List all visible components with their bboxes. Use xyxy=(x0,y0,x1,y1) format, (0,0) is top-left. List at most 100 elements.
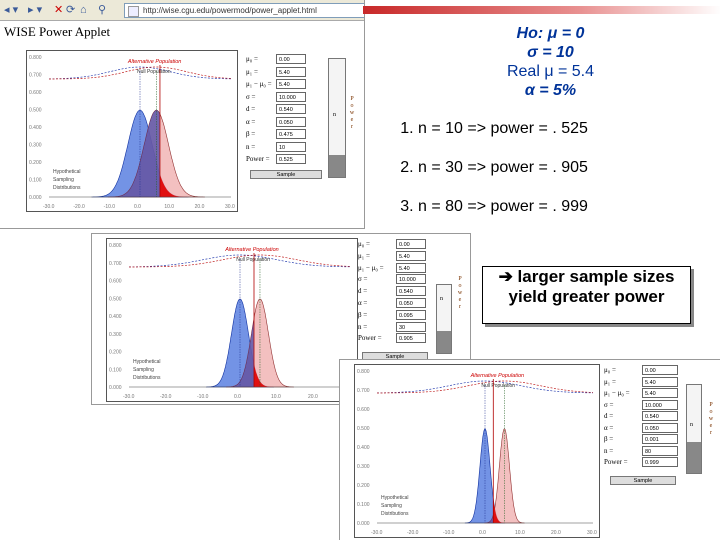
applet-screenshot-n10: ◂ ▾ ▸ ▾ ✕ ⟳ ⌂ ⚲ http://wise.cgu.edu/powe… xyxy=(0,0,364,228)
param-label: d = xyxy=(246,105,256,113)
legend-text: Distributions xyxy=(133,375,161,381)
param-input[interactable]: 5.40 xyxy=(642,388,678,398)
param-label: μ₁ − μ₀ = xyxy=(246,80,272,88)
sample-button[interactable]: Sample xyxy=(250,170,322,179)
alt-population-label: Alternative Population xyxy=(224,247,279,253)
param-input[interactable]: 0.00 xyxy=(396,239,426,249)
param-input[interactable]: 0.475 xyxy=(276,129,306,139)
alpha-value: α = 5% xyxy=(524,82,577,99)
y-tick-label: 0.100 xyxy=(109,367,122,373)
alt-population-curve xyxy=(49,66,232,80)
address-bar[interactable]: http://wise.cgu.edu/powermod/power_apple… xyxy=(124,3,364,18)
alpha-region xyxy=(493,498,506,523)
param-input[interactable]: 0.540 xyxy=(396,286,426,297)
alpha-region xyxy=(160,174,189,197)
back-icon[interactable]: ◂ ▾ xyxy=(4,4,19,16)
refresh-icon[interactable]: ⟳ xyxy=(66,4,76,16)
y-tick-label: 0.400 xyxy=(357,445,370,451)
param-label: β = xyxy=(246,130,256,138)
param-input[interactable]: 10 xyxy=(276,141,306,152)
arrow-icon: ➔ xyxy=(498,267,513,286)
param-input[interactable]: 30 xyxy=(396,321,426,332)
title-banner-strip xyxy=(363,6,720,14)
param-input[interactable]: 5.40 xyxy=(642,376,678,387)
param-input[interactable]: 0.050 xyxy=(276,116,306,127)
power-meter xyxy=(328,58,346,178)
param-label: μ₁ = xyxy=(604,377,616,386)
param-input[interactable]: 10.000 xyxy=(276,91,306,102)
x-tick-label: 10.0 xyxy=(515,530,525,536)
sigma-value: σ = 10 xyxy=(527,44,574,61)
y-tick-label: 0.800 xyxy=(357,369,370,375)
sample-button[interactable]: Sample xyxy=(610,476,676,485)
power-letter: w xyxy=(708,416,714,422)
x-tick-label: -10.0 xyxy=(197,394,209,400)
y-tick-label: 0.200 xyxy=(109,350,122,356)
y-tick-label: 0.300 xyxy=(109,332,122,338)
param-label: μ₀ = xyxy=(604,366,616,374)
home-icon[interactable]: ⌂ xyxy=(80,4,87,16)
param-input[interactable]: 0.540 xyxy=(642,411,678,421)
param-input[interactable]: 0.050 xyxy=(396,298,426,308)
param-input[interactable]: 5.40 xyxy=(396,262,426,273)
param-input[interactable]: 5.40 xyxy=(276,79,306,89)
applet-screenshot-n30: 0.800 0.700 0.600 0.500 0.400 0.300 0.200 0.100… xyxy=(92,234,470,404)
power-meter xyxy=(686,384,702,474)
y-tick-label: 0.500 xyxy=(357,426,370,432)
alt-population-curve xyxy=(377,380,594,394)
x-tick-label: 0.0 xyxy=(234,394,241,400)
x-tick-label: -30.0 xyxy=(43,204,55,210)
y-tick-label: 0.600 xyxy=(29,90,42,96)
n-slider-label: n xyxy=(333,112,336,118)
power-letter: e xyxy=(709,423,713,429)
null-population-label: Null Population xyxy=(236,257,270,263)
param-input[interactable]: 0.00 xyxy=(276,54,306,64)
legend-text: Sampling xyxy=(133,367,154,373)
param-label: Power = xyxy=(604,458,628,466)
stop-icon[interactable]: ✕ xyxy=(54,4,64,16)
y-tick-label: 0.100 xyxy=(357,502,370,508)
x-tick-label: 20.0 xyxy=(308,394,318,400)
param-input[interactable]: 0.905 xyxy=(396,333,426,344)
param-label: α = xyxy=(358,299,368,307)
param-input[interactable]: 0.095 xyxy=(396,309,426,320)
param-input[interactable]: 0.050 xyxy=(642,422,678,433)
x-tick-label: 20.0 xyxy=(551,530,561,536)
param-input[interactable]: 80 xyxy=(642,445,678,456)
y-tick-label: 0.300 xyxy=(29,143,42,149)
x-tick-label: 20.0 xyxy=(195,204,205,210)
y-tick-label: 0.000 xyxy=(109,385,122,391)
y-tick-label: 0.100 xyxy=(29,178,42,184)
param-input[interactable]: 0.540 xyxy=(276,104,306,114)
param-input[interactable]: 0.00 xyxy=(642,365,678,375)
param-label: Power = xyxy=(358,334,382,343)
param-input[interactable]: 10.000 xyxy=(396,274,426,285)
param-input[interactable]: 5.40 xyxy=(396,250,426,261)
y-tick-label: 0.800 xyxy=(29,55,42,61)
x-tick-label: 10.0 xyxy=(271,394,281,400)
result-n30: n = 30 => power = . 905 xyxy=(418,159,720,177)
legend-text: Distributions xyxy=(53,185,81,191)
y-tick-label: 0.000 xyxy=(29,195,42,201)
param-input[interactable]: 5.40 xyxy=(276,66,306,77)
beta-region xyxy=(225,320,254,387)
forward-icon[interactable]: ▸ ▾ xyxy=(28,4,43,16)
null-population-label: Null Population xyxy=(137,69,171,75)
conclusion-callout: ➔ larger sample sizes yield greater powe… xyxy=(482,266,691,324)
param-input[interactable]: 0.525 xyxy=(276,154,306,164)
null-population-curve xyxy=(376,380,594,394)
x-tick-label: 0.0 xyxy=(134,204,141,210)
search-icon[interactable]: ⚲ xyxy=(98,4,107,16)
param-input[interactable]: 0.001 xyxy=(642,434,678,444)
param-label: n = xyxy=(604,446,614,455)
result-n80: n = 80 => power = . 999 xyxy=(418,198,720,216)
power-letter: e xyxy=(458,297,462,303)
param-input[interactable]: 0.999 xyxy=(642,457,678,467)
null-population-curve xyxy=(48,66,232,80)
browser-toolbar: ◂ ▾ ▸ ▾ ✕ ⟳ ⌂ ⚲ http://wise.cgu.edu/powe… xyxy=(0,0,364,21)
power-letter: P xyxy=(709,402,713,408)
param-input[interactable]: 10.000 xyxy=(642,399,678,410)
